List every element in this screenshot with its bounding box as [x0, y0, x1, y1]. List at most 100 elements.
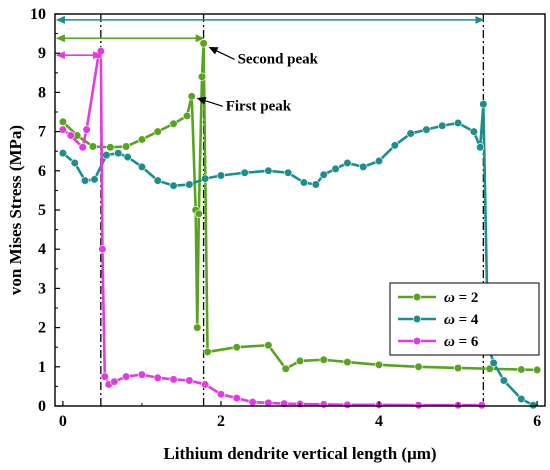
y-tick-label: 4: [38, 241, 46, 258]
data-point: [232, 394, 241, 403]
annotation-label: Second peak: [238, 51, 319, 67]
data-point: [532, 365, 542, 375]
y-tick-label: 0: [38, 398, 46, 415]
legend-label-symbol: ω: [444, 334, 455, 350]
peak-annotations: Second peak First peak: [196, 46, 319, 114]
data-point: [374, 360, 384, 369]
data-point: [264, 166, 273, 175]
legend-label-symbol: ω: [444, 290, 455, 306]
legend-label: ω = 6: [444, 334, 479, 350]
data-point: [477, 401, 486, 410]
data-point: [98, 245, 107, 254]
data-point: [106, 143, 115, 152]
data-point: [240, 168, 249, 177]
data-point: [182, 111, 192, 121]
data-point: [110, 377, 119, 386]
range-arrows: [55, 15, 485, 60]
data-point: [185, 376, 194, 385]
series-layer: [58, 39, 542, 410]
x-tick-label: 4: [375, 413, 383, 430]
annotation-label: First peak: [226, 98, 292, 114]
y-tick-label: 2: [38, 320, 46, 337]
data-point: [422, 125, 431, 134]
data-point: [153, 373, 162, 382]
data-point: [122, 142, 131, 151]
data-point: [453, 363, 463, 373]
data-point: [284, 168, 293, 177]
data-point: [343, 400, 352, 409]
data-point: [216, 171, 226, 180]
y-tick-label: 7: [38, 124, 46, 141]
data-point: [281, 364, 290, 373]
y-tick-label: 1: [38, 359, 46, 376]
data-point: [295, 356, 305, 366]
data-point: [485, 364, 494, 373]
data-point: [100, 372, 109, 381]
data-point: [319, 400, 328, 409]
y-tick-label: 6: [38, 163, 46, 180]
legend-swatch-marker: [412, 292, 422, 302]
y-tick-label: 3: [38, 280, 46, 297]
x-tick-label: 0: [59, 413, 67, 430]
data-point: [311, 180, 320, 189]
data-point: [390, 141, 399, 150]
y-tick-label: 8: [38, 84, 46, 101]
data-point: [90, 175, 99, 184]
annotation-arrow: [196, 96, 223, 107]
data-point: [319, 170, 328, 179]
y-tick-label: 9: [38, 45, 46, 62]
data-point: [122, 372, 131, 381]
data-point: [58, 117, 68, 126]
data-point: [58, 149, 68, 158]
legend-label-value: = 6: [455, 334, 479, 350]
legend: ω = 2ω = 4ω = 6: [389, 282, 540, 356]
data-point: [343, 158, 352, 168]
data-point: [216, 390, 226, 399]
data-point: [169, 119, 178, 128]
data-point: [137, 135, 147, 144]
legend-label: ω = 4: [444, 312, 479, 328]
data-point: [78, 143, 87, 152]
data-point: [197, 72, 207, 81]
y-tick-label: 10: [30, 6, 46, 23]
data-point: [248, 397, 257, 407]
data-point: [185, 180, 194, 189]
data-point: [58, 125, 68, 134]
data-point: [406, 129, 415, 138]
data-point: [479, 100, 488, 109]
legend-label-symbol: ω: [444, 312, 455, 328]
legend-label-value: = 2: [455, 290, 479, 306]
data-point: [469, 127, 478, 136]
data-point: [169, 181, 178, 190]
data-point: [66, 131, 75, 140]
data-point: [96, 47, 105, 56]
data-point: [80, 176, 90, 185]
data-point: [359, 162, 368, 171]
data-point: [414, 401, 423, 410]
data-point: [264, 341, 273, 350]
y-tick-label: 5: [38, 202, 46, 219]
data-point: [114, 149, 123, 158]
data-point: [438, 121, 447, 130]
data-point: [194, 209, 203, 219]
data-point: [529, 401, 538, 410]
data-point: [201, 380, 210, 389]
legend-swatch-marker: [412, 336, 422, 346]
data-point: [232, 343, 241, 352]
x-tick-label: 2: [217, 413, 225, 430]
data-point: [102, 151, 111, 160]
data-point: [137, 162, 147, 171]
data-point: [70, 158, 79, 168]
data-point: [374, 156, 384, 166]
data-point: [489, 358, 498, 367]
data-point: [499, 376, 509, 385]
annotation-arrow: [208, 46, 235, 60]
series-line-1: [62, 42, 538, 372]
legend-label: ω = 2: [444, 290, 478, 306]
x-axis-title: Lithium dendrite vertical length (μm): [163, 444, 436, 463]
data-point: [169, 375, 178, 384]
data-point: [414, 362, 423, 371]
data-point: [82, 125, 91, 134]
data-point: [193, 323, 202, 332]
